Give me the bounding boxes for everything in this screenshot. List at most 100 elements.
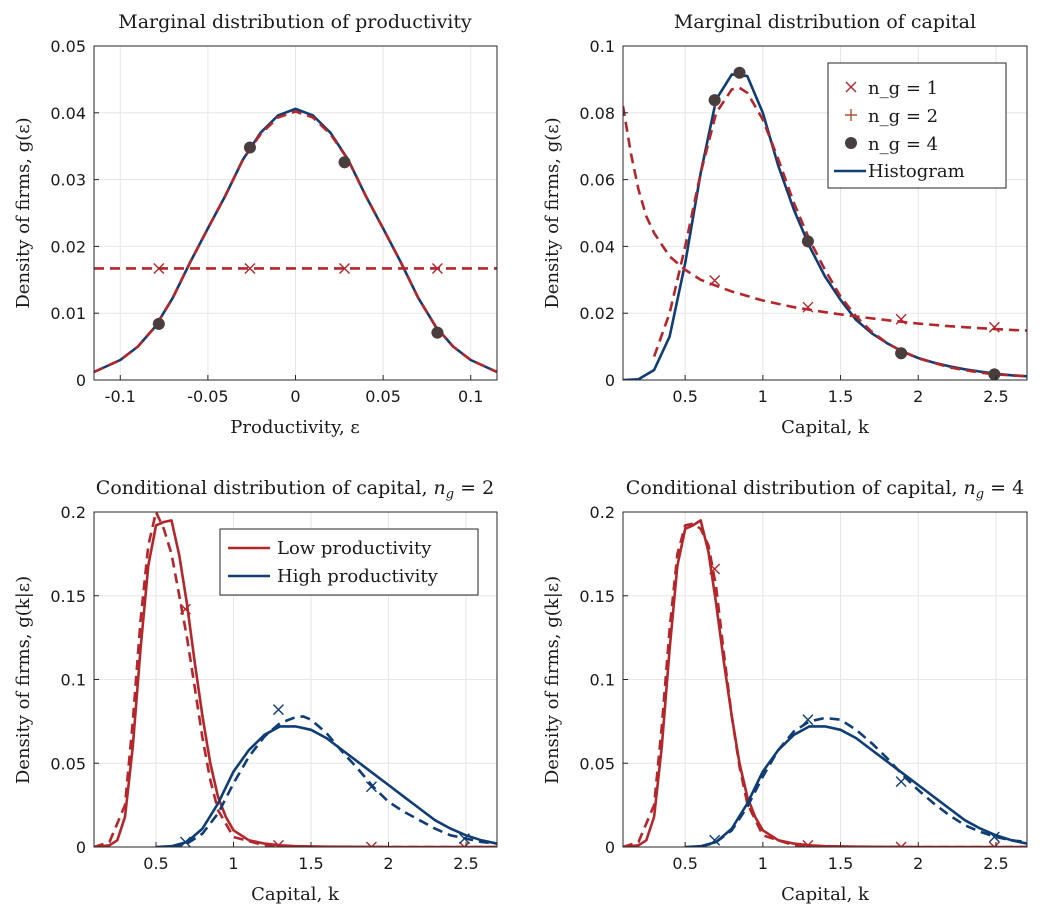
circle-marker <box>243 141 256 154</box>
y-tick-label: 0 <box>76 838 86 857</box>
legend: n_g = 1 n_g = 2 n_g = 4 Histogram <box>827 62 1007 189</box>
x-marker <box>179 603 191 615</box>
series-line <box>94 519 497 847</box>
ticks: 0.5 1 1.5 2 2.5 0 0.02 0.04 0.06 0.08 0.1 <box>579 37 1008 406</box>
x-tick-label: 2.5 <box>983 854 1008 873</box>
ticks: 0.5 1 1.5 2 2.5 0 0.05 0.1 0.15 0.2 <box>579 503 1008 873</box>
dashed-series-line <box>652 86 1027 378</box>
panel-productivity-marginal: Marginal distribution of productivity -0… <box>13 11 498 438</box>
panel-title: Conditional distribution of capital, ng … <box>626 477 1024 502</box>
x-axis-label: Capital, k <box>781 884 870 905</box>
y-tick-label: 0 <box>605 838 615 857</box>
x-marker <box>458 833 470 845</box>
y-tick-label: 0.2 <box>61 503 86 522</box>
legend-label: Histogram <box>868 161 965 182</box>
plot-area <box>94 107 497 374</box>
x-tick-label: 1.5 <box>828 854 853 873</box>
x-marker <box>802 839 814 847</box>
x-tick-label: 2.5 <box>453 854 478 873</box>
grid <box>623 511 1027 848</box>
y-tick-label: 0.2 <box>590 503 615 522</box>
x-marker <box>365 841 377 847</box>
x-tick-label: 0.5 <box>143 854 168 873</box>
x-marker <box>431 262 443 274</box>
ticks: -0.1 -0.05 0 0.05 0.1 0 0.01 0.02 0.03 0.04 0.05 <box>50 37 483 406</box>
x-marker-icon <box>845 81 857 93</box>
legend-entry: Histogram <box>834 161 965 182</box>
x-axis-label: Capital, k <box>781 417 870 438</box>
y-tick-label: 0.06 <box>579 171 615 190</box>
x-axis-label: Productivity, ε <box>230 417 359 438</box>
x-tick-label: 2.5 <box>983 387 1008 406</box>
legend-label: Low productivity <box>277 538 432 559</box>
panel-capital-marginal: Marginal distribution of capital 0.5 1 1.5… <box>542 11 1028 438</box>
legend-entry: n_g = 4 <box>845 134 938 155</box>
x-tick-label: 1 <box>758 854 768 873</box>
circle-marker <box>895 347 908 360</box>
y-axis-label: Density of firms, g(k|ε) <box>13 576 34 784</box>
legend-label: n_g = 4 <box>868 134 938 155</box>
x-marker <box>244 262 256 274</box>
legend-box <box>219 528 479 596</box>
series-line <box>623 519 1027 847</box>
x-tick-label: -0.1 <box>105 387 136 406</box>
plot-area <box>623 519 1027 847</box>
dashed-series-line <box>94 110 497 374</box>
x-tick-label: 0 <box>290 387 300 406</box>
series-line <box>685 725 1027 847</box>
legend: Low productivity High productivity <box>219 528 479 596</box>
x-marker <box>988 321 1000 333</box>
legend-box <box>827 62 1007 189</box>
circle-marker <box>338 156 351 169</box>
y-tick-label: 0.02 <box>579 304 615 323</box>
dashed-series-line <box>171 715 497 847</box>
x-marker <box>895 313 907 325</box>
ticks: 0.5 1 1.5 2 2.5 0 0.05 0.1 0.15 0.2 <box>50 503 478 873</box>
x-marker <box>988 841 1000 847</box>
x-marker <box>709 563 721 575</box>
panel-title: Marginal distribution of productivity <box>118 11 472 33</box>
x-marker <box>179 836 191 847</box>
legend-entry: n_g = 2 <box>845 106 938 127</box>
x-tick-label: 0.5 <box>672 854 697 873</box>
x-marker <box>802 301 814 313</box>
x-tick-label: 2 <box>913 854 923 873</box>
legend-entry: High productivity <box>228 566 439 587</box>
circle-marker <box>801 235 814 248</box>
x-tick-label: 0.1 <box>458 387 483 406</box>
x-marker <box>895 841 907 847</box>
legend-entry: Low productivity <box>228 538 432 559</box>
x-marker <box>709 274 721 286</box>
legend-label: n_g = 2 <box>868 106 938 127</box>
x-marker <box>709 834 721 846</box>
x-marker <box>272 839 284 847</box>
x-marker <box>895 776 907 788</box>
dashed-series-line <box>700 716 1027 847</box>
x-tick-label: 1.5 <box>298 854 323 873</box>
x-tick-label: 1 <box>228 854 238 873</box>
x-tick-label: 2 <box>913 387 923 406</box>
y-axis-label: Density of firms, g(ε) <box>542 117 563 308</box>
axes-box <box>622 45 1028 381</box>
y-tick-label: 0.1 <box>590 671 615 690</box>
x-axis-label: Capital, k <box>251 884 340 905</box>
y-tick-label: 0.05 <box>50 37 86 56</box>
plot-area <box>94 512 497 847</box>
y-tick-label: 0.1 <box>590 37 615 56</box>
x-tick-label: 1.5 <box>828 387 853 406</box>
x-tick-label: 2 <box>383 854 393 873</box>
x-marker <box>458 841 470 847</box>
circle-marker <box>733 66 746 79</box>
y-tick-label: 0.15 <box>579 587 615 606</box>
y-tick-label: 0.05 <box>579 754 615 773</box>
y-tick-label: 0 <box>76 371 86 390</box>
circle-marker <box>708 94 721 107</box>
x-marker <box>988 831 1000 843</box>
x-tick-label: 0.5 <box>672 387 697 406</box>
y-tick-label: 0.04 <box>579 237 615 256</box>
y-axis-label: Density of firms, g(k|ε) <box>542 576 563 784</box>
dashed-series-line <box>623 105 1027 332</box>
panel-title: Marginal distribution of capital <box>674 11 976 33</box>
legend-label: High productivity <box>277 566 439 587</box>
